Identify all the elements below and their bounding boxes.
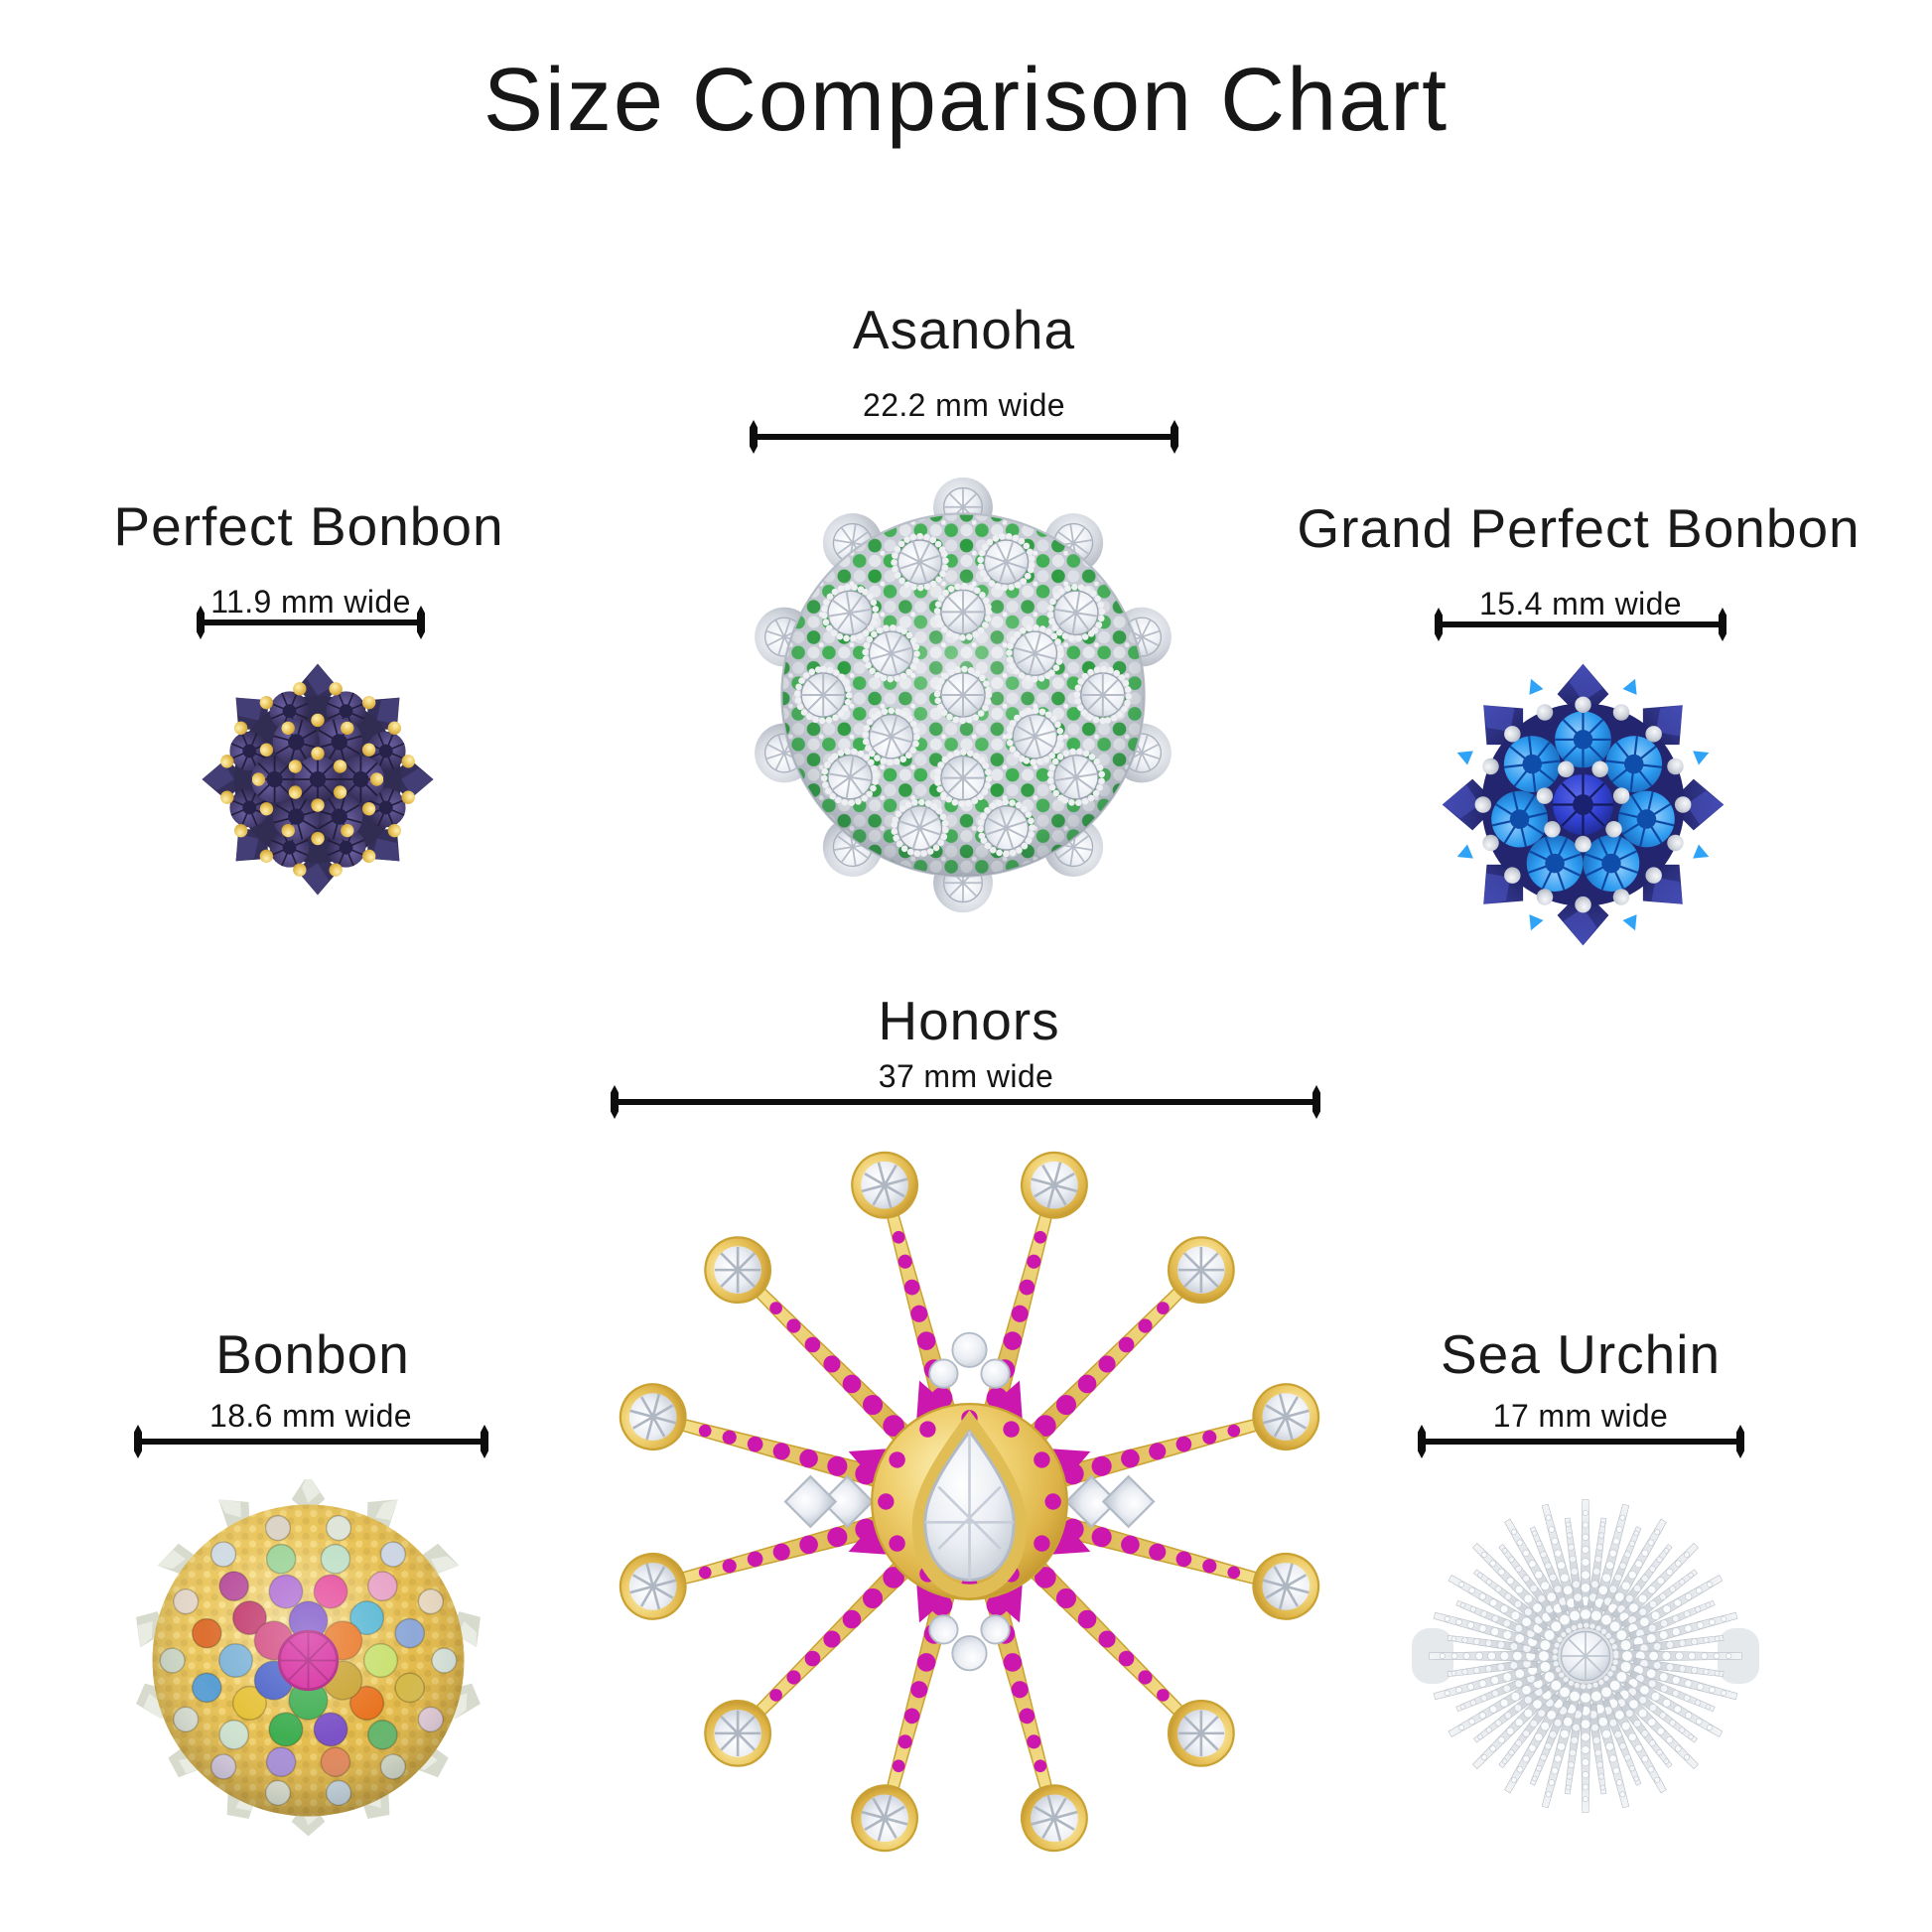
perfect-bonbon-size-label: 11.9 mm wide — [210, 584, 411, 620]
measure-bar — [203, 620, 419, 625]
measure-bar — [1424, 1439, 1738, 1445]
honors-measure-line — [611, 1085, 1320, 1119]
bonbon-size-label: 18.6 mm wide — [209, 1398, 412, 1434]
measure-bar — [140, 1439, 483, 1445]
asanoha-pendant-image — [746, 477, 1180, 913]
grand-perfect-bonbon-pendant-image — [1442, 663, 1725, 946]
asanoha-measure-line — [750, 420, 1178, 454]
perfect-bonbon-label: Perfect Bonbon — [113, 495, 504, 557]
sea-urchin-measure-line — [1418, 1425, 1744, 1458]
measure-bar — [1441, 621, 1721, 627]
measure-cap — [481, 1425, 488, 1458]
bonbon-pendant-image — [127, 1479, 489, 1837]
measure-cap — [1435, 608, 1443, 641]
perfect-bonbon-measure-line — [197, 606, 425, 639]
grand-perfect-bonbon-size-label: 15.4 mm wide — [1479, 586, 1682, 621]
page-title: Size Comparison Chart — [483, 51, 1449, 150]
honors-brooch-image — [600, 1132, 1339, 1871]
measure-cap — [417, 606, 425, 639]
grand-perfect-bonbon-label: Grand Perfect Bonbon — [1297, 497, 1861, 559]
measure-bar — [617, 1099, 1314, 1105]
measure-cap — [134, 1425, 142, 1458]
measure-cap — [1312, 1085, 1320, 1119]
measure-cap — [1719, 608, 1726, 641]
bonbon-measure-line — [134, 1425, 488, 1458]
asanoha-size-label: 22.2 mm wide — [863, 387, 1065, 423]
measure-cap — [1736, 1425, 1744, 1458]
measure-cap — [1171, 420, 1178, 454]
bonbon-label: Bonbon — [215, 1323, 410, 1385]
grand-perfect-bonbon-measure-line — [1435, 608, 1726, 641]
measure-cap — [197, 606, 205, 639]
perfect-bonbon-pendant-image — [202, 663, 434, 896]
measure-cap — [1418, 1425, 1426, 1458]
sea-urchin-label: Sea Urchin — [1440, 1323, 1722, 1385]
measure-bar — [756, 434, 1173, 440]
honors-size-label: 37 mm wide — [878, 1058, 1054, 1094]
honors-label: Honors — [878, 990, 1060, 1051]
measure-cap — [750, 420, 758, 454]
sea-urchin-size-label: 17 mm wide — [1492, 1398, 1669, 1434]
measure-cap — [611, 1085, 619, 1119]
asanoha-label: Asanoha — [852, 299, 1076, 360]
sea-urchin-ring-image — [1412, 1497, 1759, 1815]
